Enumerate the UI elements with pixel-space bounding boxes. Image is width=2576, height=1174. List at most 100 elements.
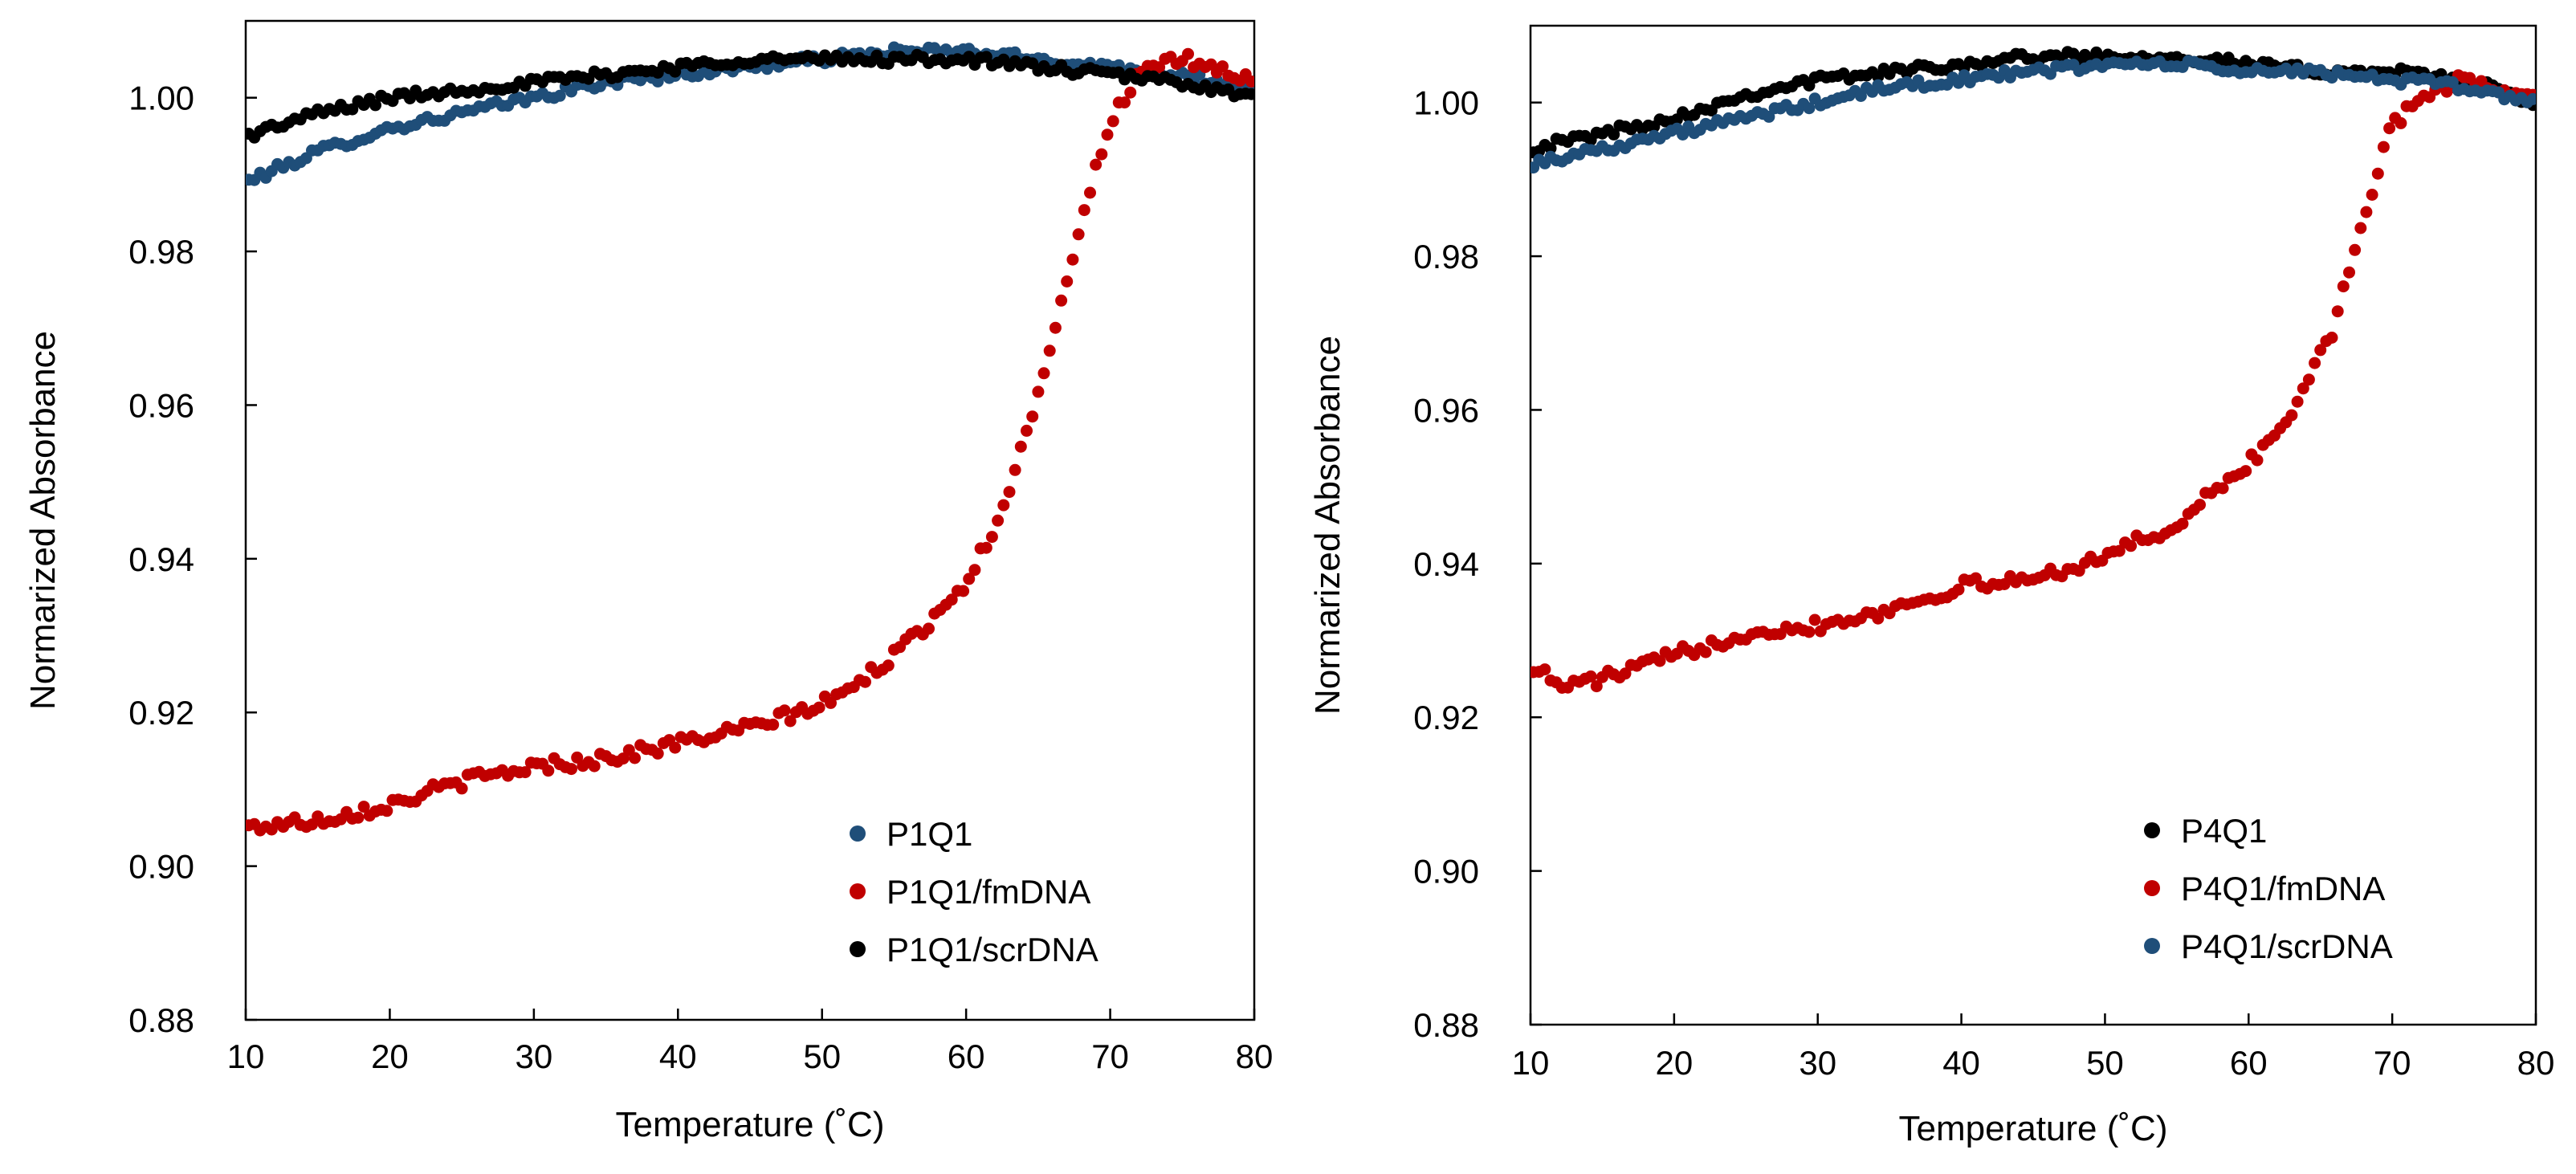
data-point: [859, 675, 871, 688]
data-point: [1952, 583, 1965, 596]
y-axis-title: Normarized Absorbance: [23, 331, 63, 710]
legend: P1Q1 P1Q1/fmDNA P1Q1/scrDNA: [850, 815, 1098, 968]
data-point: [2297, 382, 2309, 395]
data-point: [357, 801, 370, 813]
data-point: [784, 715, 797, 728]
data-point: [1037, 367, 1050, 380]
data-point: [1539, 663, 1551, 676]
data-point: [455, 782, 468, 795]
data-point: [778, 704, 791, 717]
data-point: [968, 564, 981, 577]
data-point: [992, 514, 1005, 527]
data-point: [669, 741, 682, 754]
data-point: [1084, 186, 1096, 199]
data-point: [1095, 148, 1108, 161]
data-point: [1078, 204, 1090, 217]
data-point: [2331, 305, 2344, 318]
x-tick-label: 40: [1942, 1044, 1980, 1082]
x-tick-label: 80: [2517, 1044, 2555, 1082]
x-tick-label: 20: [1655, 1044, 1693, 1082]
y-tick-label: 0.90: [1413, 853, 1479, 891]
y-tick-label: 1.00: [128, 79, 194, 117]
plot-frame: [244, 19, 1256, 1021]
data-point: [2194, 499, 2206, 512]
x-axis-title: Temperature (˚C): [616, 1105, 885, 1144]
y-tick-label: 0.92: [1413, 699, 1479, 736]
legend-marker: [850, 883, 866, 899]
legend-marker: [2144, 822, 2160, 838]
data-point: [2285, 409, 2298, 422]
data-point: [2360, 206, 2373, 218]
data-point: [1590, 680, 1603, 693]
x-tick-label: 10: [227, 1037, 265, 1075]
x-axis-title: Temperature (˚C): [1899, 1109, 2168, 1148]
plot-frame: [1529, 24, 2537, 1026]
data-point: [1124, 86, 1137, 99]
data-point: [2395, 116, 2407, 129]
legend-marker: [2144, 880, 2160, 896]
x-tick-label: 50: [2086, 1044, 2124, 1082]
data-point: [2337, 280, 2350, 293]
data-point: [588, 760, 601, 772]
data-point: [1061, 275, 1074, 287]
y-axis-title: Normarized Absorbance: [1308, 336, 1347, 715]
data-point: [1245, 88, 1254, 100]
y-tick-label: 0.90: [128, 848, 194, 886]
legend-label: P1Q1: [887, 815, 972, 853]
x-tick-label: 60: [2230, 1044, 2268, 1082]
data-point: [2176, 517, 2189, 530]
data-point: [957, 585, 970, 597]
data-point: [1009, 463, 1021, 476]
data-point: [1182, 47, 1194, 60]
data-point: [825, 696, 837, 709]
x-tick-label: 20: [371, 1037, 409, 1075]
data-point: [1653, 654, 1666, 667]
data-point: [963, 573, 976, 585]
data-point: [617, 752, 630, 765]
data-point: [1808, 613, 1821, 626]
legend-label: P4Q1: [2181, 812, 2267, 850]
data-point: [2251, 454, 2264, 467]
series-p1q1-scrdna: [246, 48, 1254, 144]
data-point: [1119, 96, 1131, 109]
data-point: [1021, 424, 1033, 437]
data-point: [1066, 253, 1079, 266]
x-tick-label: 70: [2374, 1044, 2411, 1082]
data-point: [1584, 670, 1597, 683]
data-point: [1043, 344, 1056, 357]
series-p4q1: [1531, 46, 2536, 159]
data-point: [997, 499, 1010, 512]
data-point: [1217, 60, 1229, 73]
x-tick-label: 10: [1512, 1044, 1550, 1082]
data-point: [565, 763, 577, 776]
data-point: [2113, 544, 2126, 557]
data-point: [2354, 222, 2367, 234]
data-point: [1872, 612, 1885, 625]
x-tick-label: 70: [1091, 1037, 1129, 1075]
data-point: [923, 622, 935, 635]
data-point: [2309, 357, 2321, 369]
data-point: [882, 659, 895, 672]
data-point: [1699, 646, 1712, 658]
data-point: [2343, 266, 2355, 279]
data-point: [1153, 61, 1166, 74]
data-point: [2366, 189, 2378, 201]
legend-marker: [850, 941, 866, 957]
y-tick-label: 0.94: [1413, 545, 1479, 583]
data-point: [651, 747, 664, 760]
data-point: [2314, 344, 2327, 357]
data-point: [980, 51, 992, 63]
y-tick-label: 1.00: [1413, 84, 1479, 122]
data-point: [1803, 102, 1816, 115]
y-tick-label: 0.96: [128, 386, 194, 424]
data-point: [1245, 75, 1254, 88]
data-point: [2325, 332, 2338, 344]
data-point: [1090, 158, 1103, 171]
data-point: [369, 99, 381, 112]
data-point: [1032, 385, 1045, 398]
data-point: [1049, 321, 1062, 334]
x-tick-label: 30: [1799, 1044, 1836, 1082]
data-point: [381, 805, 393, 817]
data-point: [1003, 486, 1016, 499]
